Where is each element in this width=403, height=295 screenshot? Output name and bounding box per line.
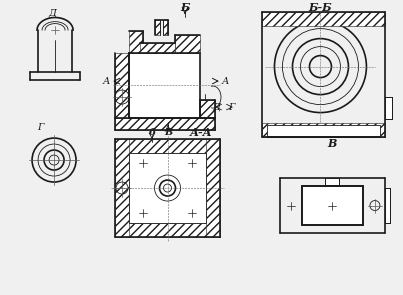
- Bar: [115, 53, 129, 118]
- Bar: [200, 100, 215, 118]
- Text: Д: Д: [212, 103, 220, 112]
- Bar: [115, 139, 129, 237]
- Bar: [175, 35, 200, 53]
- Bar: [163, 20, 168, 35]
- Text: А: А: [103, 77, 110, 86]
- Text: А: А: [222, 77, 229, 86]
- Bar: [302, 186, 363, 225]
- Text: Г: Г: [228, 103, 235, 112]
- Bar: [326, 178, 339, 185]
- Text: В: В: [164, 127, 172, 137]
- Bar: [267, 125, 380, 137]
- Text: Б-Б: Б-Б: [308, 1, 332, 13]
- Bar: [115, 118, 215, 130]
- Text: Г: Г: [37, 122, 43, 132]
- Bar: [206, 139, 220, 237]
- Bar: [385, 188, 390, 223]
- Text: А-А: А-А: [190, 127, 213, 137]
- Bar: [129, 31, 143, 53]
- Text: б: б: [149, 127, 156, 137]
- Text: Б: Б: [180, 1, 190, 13]
- Text: В: В: [327, 137, 337, 149]
- Bar: [385, 97, 392, 119]
- Bar: [155, 20, 160, 35]
- Bar: [140, 43, 175, 53]
- Bar: [129, 153, 206, 223]
- Bar: [115, 223, 220, 237]
- Bar: [115, 139, 220, 153]
- Text: Д: Д: [48, 9, 56, 18]
- Bar: [129, 53, 200, 118]
- Bar: [262, 12, 385, 26]
- Bar: [262, 123, 385, 137]
